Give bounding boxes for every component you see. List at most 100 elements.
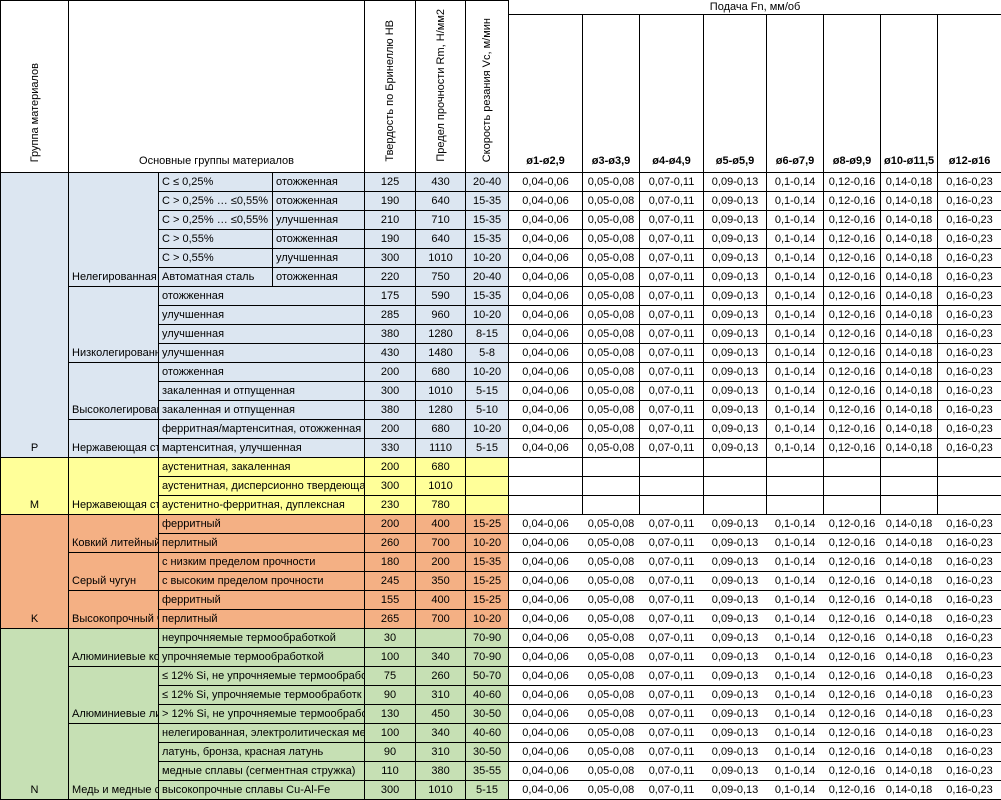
feed-value: 0,07-0,11: [639, 172, 705, 192]
header-hardness: Твердость по Бринеллю HB: [364, 0, 417, 173]
table-row: перлитный 265 700 10-20 0,04-0,06 0,05-0,08 0,…: [1, 609, 1001, 629]
hardness-value: 265: [364, 609, 417, 629]
feed-value: 0,12-0,16: [823, 438, 882, 458]
feed-value: 0,14-0,18: [880, 704, 939, 724]
feed-value: 0,07-0,11: [639, 571, 705, 591]
material-condition: улучшенная: [157, 324, 366, 344]
strength-value: 350: [415, 571, 467, 591]
feed-value: 0,04-0,06: [508, 780, 584, 800]
header-diameter-5: ø6-ø7,9: [766, 14, 825, 173]
strength-value: 1480: [415, 343, 467, 363]
feed-value: 0,05-0,08: [582, 267, 641, 287]
table-row: Нержавеющая ст ферритная/мартенситная, от…: [1, 419, 1001, 458]
feed-value: [823, 495, 882, 515]
feed-value: 0,16-0,23: [937, 419, 1001, 439]
header-strength-label: Предел прочности Rm, Н/мм2: [434, 9, 447, 162]
feed-value: 0,07-0,11: [639, 647, 705, 667]
feed-value: 0,09-0,13: [703, 609, 768, 629]
strength-value: 400: [415, 514, 467, 534]
feed-value: 0,16-0,23: [937, 305, 1001, 325]
feed-value: 0,07-0,11: [639, 666, 705, 686]
feed-value: 0,05-0,08: [582, 381, 641, 401]
feed-value: 0,04-0,06: [508, 628, 584, 648]
header-hardness-label: Твердость по Бринеллю HB: [384, 20, 397, 162]
table-row: закаленная и отпущенная 300 1010 5-15 0,04-0…: [1, 381, 1001, 401]
strength-value: 1280: [415, 400, 467, 420]
feed-value: 0,1-0,14: [766, 267, 825, 287]
strength-value: 400: [415, 590, 467, 610]
feed-value: 0,14-0,18: [880, 609, 939, 629]
feed-value: 0,04-0,06: [508, 343, 584, 363]
feed-value: 0,14-0,18: [880, 229, 939, 249]
feed-value: 0,07-0,11: [639, 419, 705, 439]
feed-value: 0,16-0,23: [937, 267, 1001, 287]
feed-value: 0,1-0,14: [766, 191, 825, 211]
hardness-value: 200: [364, 362, 417, 382]
feed-value: 0,12-0,16: [823, 267, 882, 287]
material-condition: ≤ 12% Si, не упрочняемые термообрабо: [157, 666, 366, 686]
strength-value: 1010: [415, 476, 467, 496]
material-condition: закаленная и отпущенная: [157, 400, 366, 420]
feed-value: 0,09-0,13: [703, 362, 768, 382]
feed-value: 0,05-0,08: [582, 628, 641, 648]
feed-value: 0,04-0,06: [508, 210, 584, 230]
feed-value: 0,1-0,14: [766, 609, 825, 629]
table-row: высокопрочные сплавы Cu-Al-Fe 300 1010 5-15…: [1, 780, 1001, 800]
hardness-value: 125: [364, 172, 417, 192]
feed-value: 0,07-0,11: [639, 609, 705, 629]
strength-value: 1110: [415, 438, 467, 458]
strength-value: 260: [415, 666, 467, 686]
speed-value: 10-20: [465, 362, 510, 382]
feed-value: 0,1-0,14: [766, 362, 825, 382]
feed-value: 0,1-0,14: [766, 590, 825, 610]
header-feed-title: Подача Fn, мм/об: [508, 0, 1001, 15]
feed-value: 0,04-0,06: [508, 723, 584, 743]
material-condition: медные сплавы (сегментная стружка): [157, 761, 366, 781]
feed-value: 0,04-0,06: [508, 647, 584, 667]
feed-value: 0,09-0,13: [703, 267, 768, 287]
feed-value: 0,14-0,18: [880, 438, 939, 458]
feed-value: 0,09-0,13: [703, 324, 768, 344]
feed-value: 0,16-0,23: [937, 704, 1001, 724]
table-row: C > 0,55% отожженная 190 640 15-35 0,04-0,06 0…: [1, 229, 1001, 249]
speed-value: 15-35: [465, 191, 510, 211]
table-row: улучшенная 285 960 10-20 0,04-0,06 0,05-0,08 0…: [1, 305, 1001, 325]
header-speed-label: Скорость резания Vc, м/мин: [481, 17, 494, 162]
speed-value: 10-20: [465, 305, 510, 325]
material-condition: отожженная: [157, 286, 366, 306]
feed-value: 0,09-0,13: [703, 590, 768, 610]
feed-value: 0,07-0,11: [639, 438, 705, 458]
feed-value: 0,1-0,14: [766, 438, 825, 458]
feed-value: [508, 457, 584, 477]
feed-value: 0,07-0,11: [639, 362, 705, 382]
header-material-group-label: Группа материалов: [28, 62, 41, 162]
material-treatment: отожженная: [271, 172, 366, 192]
speed-value: 50-70: [465, 666, 510, 686]
speed-value: 5-10: [465, 400, 510, 420]
feed-value: 0,09-0,13: [703, 305, 768, 325]
feed-value: 0,1-0,14: [766, 761, 825, 781]
feed-value: 0,09-0,13: [703, 514, 768, 534]
feed-value: 0,12-0,16: [823, 400, 882, 420]
hardness-value: 430: [364, 343, 417, 363]
feed-value: 0,16-0,23: [937, 210, 1001, 230]
table-row: C > 0,55% улучшенная 300 1010 10-20 0,04-0,06…: [1, 248, 1001, 268]
strength-value: 1010: [415, 248, 467, 268]
feed-value: 0,05-0,08: [582, 210, 641, 230]
speed-value: 20-40: [465, 172, 510, 192]
feed-value: 0,1-0,14: [766, 248, 825, 268]
hardness-value: 300: [364, 780, 417, 800]
material-treatment: отожженная: [271, 267, 366, 287]
strength-value: 710: [415, 210, 467, 230]
material-subgroup: Высокопрочный ч: [68, 590, 159, 629]
feed-value: 0,16-0,23: [937, 191, 1001, 211]
feed-value: 0,04-0,06: [508, 191, 584, 211]
feed-value: [937, 476, 1001, 496]
material-condition: C > 0,55%: [158, 229, 273, 249]
header-diameter-4: ø5-ø5,9: [703, 14, 768, 173]
material-condition: мартенситная, улучшенная: [157, 438, 366, 458]
speed-value: 15-25: [465, 590, 510, 610]
speed-value: 70-90: [465, 647, 510, 667]
hardness-value: 110: [364, 761, 417, 781]
material-condition: аустенитно-ферритная, дуплексная: [157, 495, 366, 515]
